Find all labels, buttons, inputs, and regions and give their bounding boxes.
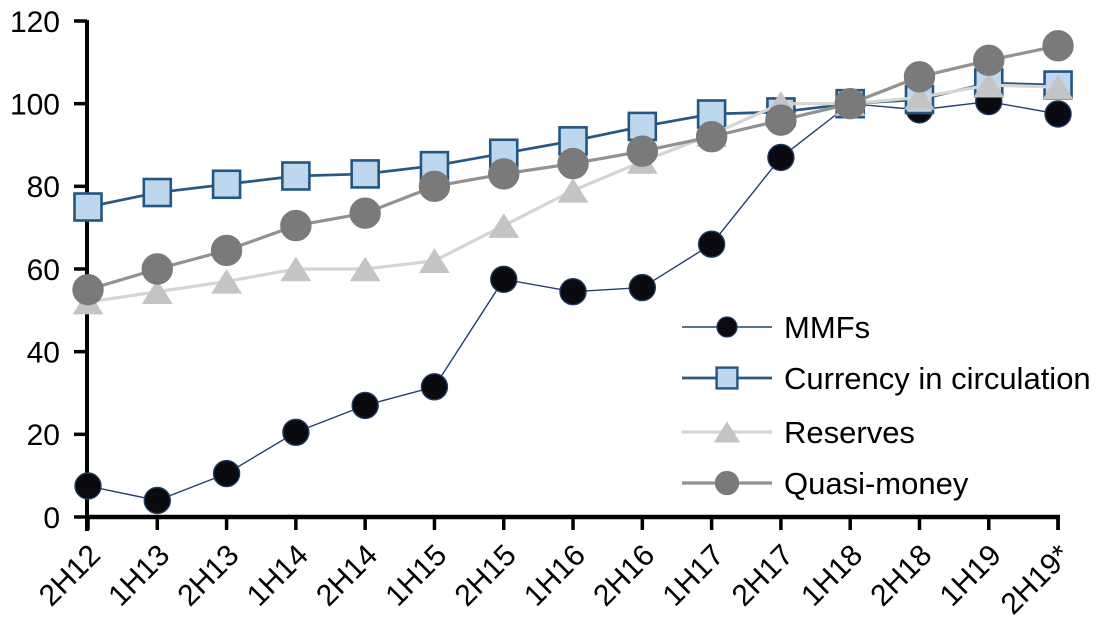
data-point-marker <box>973 44 1005 76</box>
data-point-marker <box>490 265 518 294</box>
data-point-marker <box>280 256 312 282</box>
data-point-marker <box>903 61 936 93</box>
data-point-marker <box>488 213 520 238</box>
y-tick-label: 60 <box>27 254 60 287</box>
data-point-marker <box>282 418 310 446</box>
data-point-marker <box>72 273 104 306</box>
data-point-marker <box>141 253 173 285</box>
x-tick-label: 2H19* <box>995 538 1078 621</box>
data-point-marker <box>418 248 450 273</box>
data-point-marker <box>212 459 241 488</box>
legend-label: Quasi-money <box>784 466 969 501</box>
data-point-marker <box>767 143 795 172</box>
x-tick-label: 1H19 <box>934 539 1008 613</box>
series-quasi-money <box>72 30 1074 306</box>
data-point-marker <box>628 273 657 302</box>
legend-label: Currency in circulation <box>784 361 1091 396</box>
data-point-marker <box>716 316 738 338</box>
y-tick-label: 120 <box>10 6 60 39</box>
data-point-marker <box>211 169 242 200</box>
data-point-marker <box>141 279 173 304</box>
data-point-marker <box>143 486 171 515</box>
data-point-marker <box>714 470 740 496</box>
data-point-marker <box>280 209 312 242</box>
data-point-marker <box>834 87 866 120</box>
legend-item-mmfs: MMFs <box>682 310 870 345</box>
legend: MMFs Currency in circulation Reserves Quasi… <box>682 310 1091 501</box>
x-tick-label: 2H15 <box>449 539 523 613</box>
x-axis-ticks-and-labels: 2H121H132H131H142H141H152H151H162H161H17… <box>33 517 1077 621</box>
data-point-marker <box>904 84 935 110</box>
y-tick-label: 0 <box>43 502 60 535</box>
legend-item-currency-in-circulation: Currency in circulation <box>682 361 1091 396</box>
data-point-marker <box>973 72 1005 98</box>
x-tick-label: 2H17 <box>726 539 800 613</box>
data-point-marker <box>695 121 728 153</box>
y-axis-ticks-and-labels: 0 20 40 60 80 100 120 <box>10 6 87 535</box>
legend-label: Reserves <box>784 415 915 450</box>
x-tick-label: 1H16 <box>518 539 592 613</box>
data-point-marker <box>488 158 520 190</box>
x-tick-label: 1H13 <box>102 539 176 613</box>
data-point-marker <box>74 472 102 500</box>
data-point-marker <box>211 268 243 294</box>
data-point-marker <box>281 161 311 191</box>
data-point-marker <box>349 256 381 282</box>
x-tick-label: 1H14 <box>241 539 315 613</box>
legend-label: MMFs <box>784 310 870 345</box>
data-point-marker <box>1044 100 1072 128</box>
series-reserves <box>72 72 1074 315</box>
x-tick-label: 1H18 <box>795 539 869 613</box>
legend-item-quasi-money: Quasi-money <box>682 466 969 501</box>
data-point-marker <box>210 234 243 267</box>
data-point-marker <box>349 197 381 229</box>
y-tick-label: 100 <box>10 88 60 121</box>
data-point-marker <box>697 230 726 258</box>
y-tick-label: 80 <box>27 171 60 204</box>
y-tick-label: 40 <box>27 336 60 369</box>
x-tick-label: 2H18 <box>864 539 938 613</box>
data-point-marker <box>350 159 380 189</box>
x-tick-label: 2H14 <box>310 539 384 613</box>
data-point-marker <box>559 278 587 306</box>
x-tick-label: 1H17 <box>657 539 731 613</box>
data-point-marker <box>73 192 103 222</box>
data-point-marker <box>626 135 659 167</box>
data-point-marker <box>351 391 379 420</box>
data-point-marker <box>765 104 797 136</box>
data-point-marker <box>557 147 589 180</box>
data-point-marker <box>713 421 741 443</box>
legend-item-reserves: Reserves <box>682 415 915 450</box>
data-point-marker <box>142 177 173 208</box>
data-point-marker <box>420 373 449 401</box>
data-point-marker <box>418 170 451 203</box>
x-tick-label: 2H13 <box>171 539 245 613</box>
data-point-marker <box>715 366 739 390</box>
x-tick-label: 2H16 <box>587 539 661 613</box>
x-tick-label: 1H15 <box>379 539 453 613</box>
y-tick-label: 20 <box>27 419 60 452</box>
data-point-marker <box>1042 30 1074 62</box>
data-point-marker <box>557 177 589 203</box>
x-tick-label: 2H12 <box>33 539 107 613</box>
data-point-marker <box>1042 74 1074 100</box>
